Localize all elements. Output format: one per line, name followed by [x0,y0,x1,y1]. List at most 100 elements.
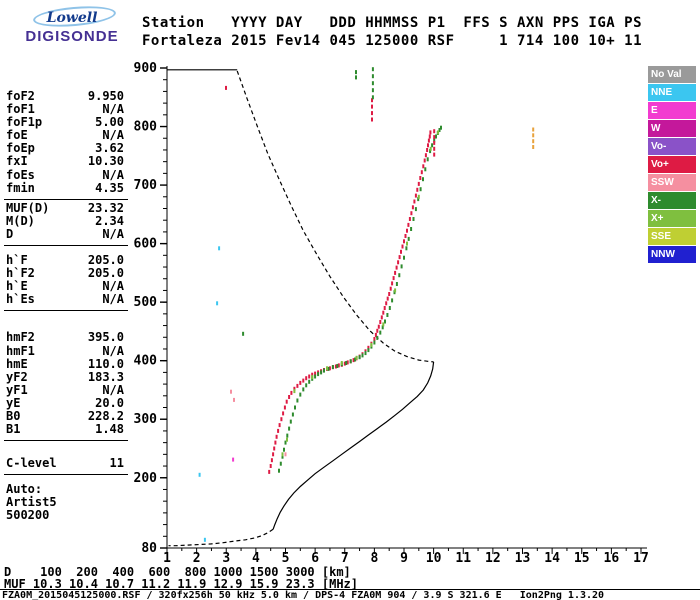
param-value: 11 [109,456,124,471]
echo-point [433,129,436,134]
echo-point [391,298,394,303]
echo-point [334,364,337,369]
echo-point [371,67,374,72]
echo-point [431,143,434,148]
echo-point [279,461,282,466]
echo-point [354,357,357,362]
echo-point [308,374,311,379]
echo-point [293,389,296,394]
echo-point [203,537,206,542]
echo-point [361,352,364,357]
param-value: 10.30 [87,154,124,169]
lowell-digisonde-logo: Lowell DIGISONDE [6,3,138,50]
echo-point [343,361,346,366]
d-distance-row: D 100 200 400 600 800 1000 1500 3000 [km… [4,565,351,579]
echo-point [388,292,391,296]
echo-point [367,345,370,350]
param-row-fof1p: foF1p 5.00 [2,116,134,129]
param-value: 4.35 [95,180,124,195]
echo-point [355,70,357,75]
x-tick-label: 1 [163,551,171,566]
param-value: N/A [102,167,124,182]
echo-point [288,395,291,399]
param-value: 2.34 [95,213,124,228]
param-value: 183.3 [87,369,124,384]
echo-point [433,140,436,145]
echo-point [371,111,373,116]
echo-point [407,236,410,241]
echo-point [289,419,292,424]
line-modeled-topside-profile [236,70,434,363]
echo-point [282,411,285,416]
echo-point [401,244,404,249]
echo-point [367,348,370,353]
echo-point [284,440,287,445]
echo-point [429,130,432,135]
param-value: 205.0 [87,253,124,268]
echo-point [290,390,293,395]
echo-point [361,353,364,358]
param-label: B1 [6,422,21,437]
param-row-foe: foE N/A [2,129,134,142]
param-label: fmin [6,180,35,195]
param-value: N/A [102,102,124,117]
echo-point [386,296,389,301]
series-x-mode-trace-x [281,130,440,457]
y-tick-label: 800 [134,120,158,135]
echo-point [336,364,339,368]
echo-point [373,340,376,345]
param-row-hmf1: hmF1 N/A [2,344,134,358]
echo-point [426,148,429,152]
echo-point [317,372,320,377]
echo-point [410,211,413,216]
param-value: 5.00 [95,115,124,130]
param-row-hme: hmE 110.0 [2,357,134,371]
echo-point [299,392,302,397]
echo-point [311,375,314,380]
echo-point [436,131,439,135]
param-value: 228.2 [87,408,124,423]
x-tick-label: 7 [341,551,349,566]
param-row-yf1: yF1 N/A [2,382,134,397]
param-label: yE [6,395,21,410]
echo-point [423,158,426,163]
param-value: 9.950 [87,89,124,103]
x-tick-label: 16 [604,551,620,566]
param-value: 1.48 [95,422,124,437]
echo-point [391,281,394,286]
echo-point [379,320,382,324]
echo-point [389,286,392,291]
footer-file-info: FZA0M_2015045125000.RSF / 320fx256h 50 k… [2,590,605,600]
echo-point [403,239,405,244]
echo-point [383,306,386,310]
echo-point [326,366,328,371]
y-tick-label: 600 [134,237,158,252]
echo-point [268,469,271,474]
echo-point [371,117,373,122]
param-value: N/A [102,226,124,241]
param-label: yF1 [6,382,28,397]
echo-point [340,361,343,365]
echo-point [296,383,299,388]
legend-item-nne: NNE [648,84,696,101]
echo-point [370,342,373,347]
param-row-500200: 500200 [2,509,134,522]
echo-point [406,241,408,246]
echo-point [385,301,388,306]
echo-point [414,207,417,212]
echo-point [397,260,400,265]
echo-point [355,355,358,360]
param-label: MUF(D) [6,200,50,215]
echo-point [216,301,219,306]
param-label: fxI [6,154,28,169]
echo-point [273,446,276,451]
echo-point [346,360,349,365]
param-label: foEs [6,167,35,182]
echo-point [278,468,280,473]
x-tick-label: 12 [485,551,501,566]
echo-point [358,354,361,359]
series-x-mode-trace-x [278,125,442,473]
param-value: N/A [102,382,124,397]
echo-point [242,331,245,336]
param-row-h-e: h`E N/A [2,280,134,293]
